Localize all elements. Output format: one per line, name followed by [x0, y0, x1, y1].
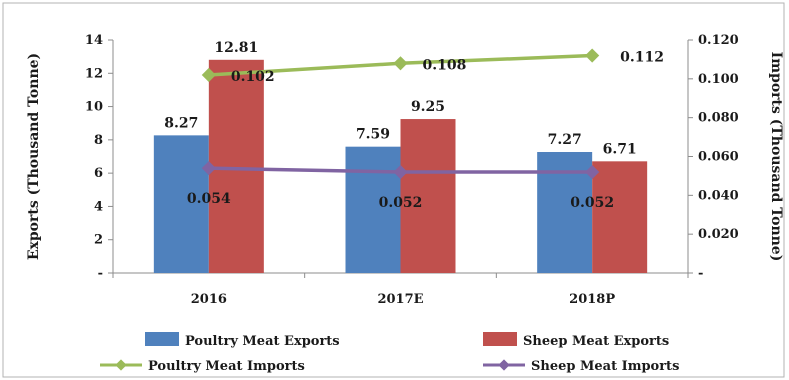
bar-data-label: 6.71: [603, 141, 637, 157]
bar-sheep-meat-exports: [208, 59, 264, 274]
line-data-label: 0.112: [620, 50, 664, 66]
legend-swatch: [145, 332, 179, 346]
bar-data-label: 7.27: [548, 132, 582, 148]
y-left-tick-label: 4: [94, 199, 103, 214]
legend: Poultry Meat Exports Sheep Meat Exports Po…: [100, 332, 679, 374]
y-left-tick-label: -: [98, 266, 103, 281]
bar-poultry-meat-exports: [345, 146, 401, 273]
line-data-label: 0.102: [231, 69, 275, 85]
line-marker: [585, 164, 600, 180]
data-labels: 8.27 7.59 7.27 12.81 9.25 6.71 0.102 0.108 0.112…: [164, 40, 664, 211]
bar-data-label: 8.27: [164, 115, 198, 131]
x-tick-label: 2018P: [569, 292, 615, 307]
legend-label: Poultry Meat Imports: [148, 359, 305, 374]
axes: - 2 4 6 8 10 12 14 - 0.020 0.040 0.060 0.080 0.100 0.1…: [26, 33, 784, 307]
line-marker: [585, 48, 600, 63]
legend-label: Poultry Meat Exports: [185, 334, 340, 349]
bar-poultry-meat-exports: [537, 152, 593, 273]
y-left-tick-label: 12: [85, 66, 103, 81]
y-right-tick-label: 0.120: [698, 33, 739, 48]
x-tick-label: 2017E: [377, 292, 423, 307]
y-right-axis-title: Imports (Thousand Tonne): [768, 52, 784, 262]
y-right-tick-label: 0.080: [698, 111, 739, 126]
line-marker: [201, 161, 216, 176]
y-left-tick-label: 14: [85, 33, 103, 48]
line-marker: [393, 56, 408, 71]
bar-poultry-meat-exports: [153, 135, 209, 273]
y-left-tick-label: 8: [94, 133, 103, 148]
y-left-tick-label: 10: [85, 100, 103, 115]
legend-label: Sheep Meat Exports: [523, 334, 669, 349]
y-left-axis-title: Exports (Thousand Tonne): [26, 53, 42, 260]
y-right-tick-label: 0.040: [698, 188, 739, 203]
y-left-tick-label: 6: [94, 166, 103, 181]
y-right-tick-label: 0.020: [698, 227, 739, 242]
y-right-tick-label: -: [698, 266, 703, 281]
y-right-tick-label: 0.100: [698, 72, 739, 87]
x-tick-label: 2016: [191, 292, 227, 307]
legend-label: Sheep Meat Imports: [531, 359, 679, 374]
bar-data-label: 12.81: [214, 40, 258, 56]
lines: [201, 48, 600, 180]
bar-data-label: 9.25: [411, 99, 445, 115]
y-left-tick-label: 2: [94, 233, 103, 248]
line-marker: [393, 164, 408, 180]
line-data-label: 0.054: [187, 191, 231, 207]
line-data-label: 0.052: [570, 195, 614, 211]
y-right-tick-label: 0.060: [698, 150, 739, 165]
legend-marker: [498, 359, 510, 371]
bar-data-label: 7.59: [356, 127, 390, 143]
bar-sheep-meat-exports: [592, 161, 648, 273]
bar-sheep-meat-exports: [400, 119, 456, 273]
line-data-label: 0.052: [379, 195, 423, 211]
legend-swatch: [483, 332, 517, 346]
line-data-label: 0.108: [423, 57, 467, 73]
